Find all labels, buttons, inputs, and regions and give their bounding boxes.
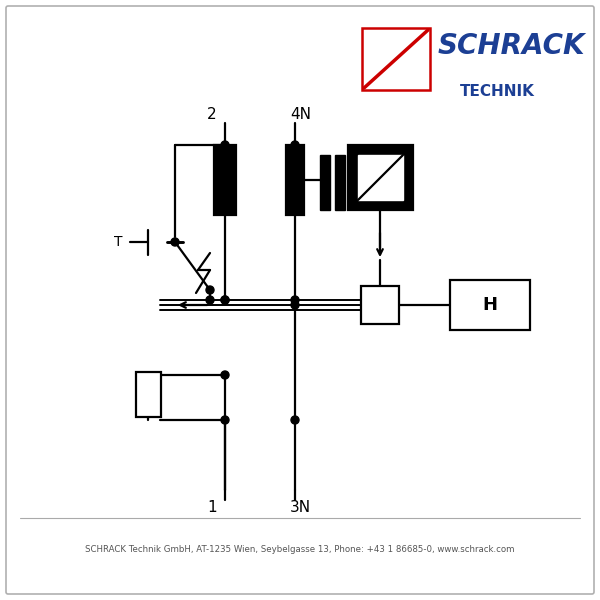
Text: H: H bbox=[482, 296, 497, 314]
Bar bbox=[320, 155, 330, 210]
Bar bbox=[335, 155, 345, 210]
Circle shape bbox=[291, 301, 299, 309]
Text: TECHNIK: TECHNIK bbox=[460, 84, 535, 99]
Text: T: T bbox=[114, 235, 122, 249]
Circle shape bbox=[291, 416, 299, 424]
Circle shape bbox=[291, 296, 299, 304]
Bar bbox=[362, 28, 430, 90]
Bar bbox=[358, 155, 403, 200]
Bar bbox=[361, 286, 399, 324]
Text: SCHRACK Technik GmbH, AT-1235 Wien, Seybelgasse 13, Phone: +43 1 86685-0, www.sc: SCHRACK Technik GmbH, AT-1235 Wien, Seyb… bbox=[85, 545, 515, 554]
Circle shape bbox=[221, 416, 229, 424]
Circle shape bbox=[206, 296, 214, 304]
Text: 4N: 4N bbox=[290, 107, 311, 122]
Text: 1: 1 bbox=[208, 500, 217, 515]
Circle shape bbox=[221, 296, 229, 304]
Bar bbox=[348, 145, 413, 210]
Text: 3N: 3N bbox=[290, 500, 311, 515]
Bar bbox=[450, 280, 530, 330]
Circle shape bbox=[291, 141, 299, 149]
Circle shape bbox=[171, 238, 179, 246]
Circle shape bbox=[221, 371, 229, 379]
Text: SCHRACK: SCHRACK bbox=[438, 32, 586, 60]
Bar bbox=[136, 372, 161, 417]
Bar bbox=[214, 145, 236, 215]
Circle shape bbox=[206, 286, 214, 294]
Circle shape bbox=[221, 141, 229, 149]
Text: 2: 2 bbox=[208, 107, 217, 122]
Bar bbox=[286, 145, 304, 215]
Circle shape bbox=[221, 296, 229, 304]
